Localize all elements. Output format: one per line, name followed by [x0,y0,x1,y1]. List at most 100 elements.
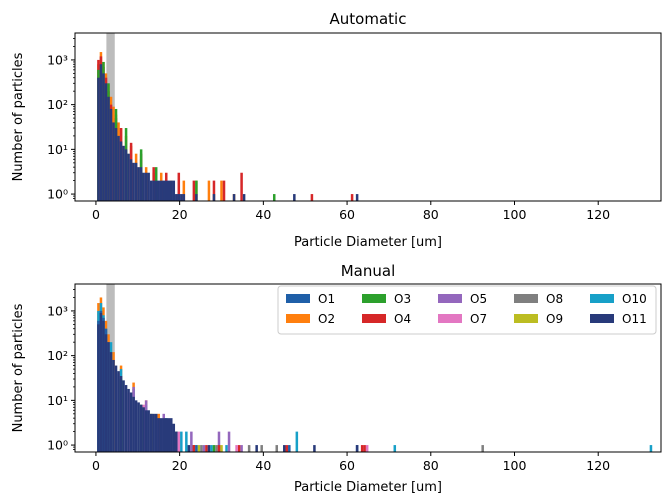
bar-o11 [134,400,138,452]
bar-o5 [202,445,206,452]
bar-o11 [172,180,176,201]
bar-o11 [177,194,181,201]
bar-o11 [149,180,153,201]
bar-o11 [182,194,186,201]
x-ticks-automatic: 0 20 40 60 80 100 120 [92,201,610,222]
bar-o4 [212,180,216,201]
bar-o11 [127,153,130,201]
legend-swatch-o10 [590,294,614,303]
bar-o11 [139,167,143,201]
bar-o11 [139,404,143,452]
bar-o11 [167,418,171,452]
bar-o11 [107,342,110,452]
bar-o3 [195,180,198,201]
bar-o7 [235,445,238,452]
bar-o3 [212,445,216,452]
y-tick-label: 10² [47,348,68,363]
y-axis-label-manual: Number of particles [11,303,26,432]
bar-o1 [288,445,291,452]
bar-o11 [147,410,150,452]
bar-o11 [129,392,133,452]
bar-o11 [242,194,246,201]
legend-label-o4: O4 [394,312,411,326]
bar-o8 [215,445,218,452]
bar-o4 [217,445,221,452]
y-tick-label: 10¹ [47,142,68,157]
bar-o8 [275,445,279,452]
bar-o11 [162,418,165,452]
legend-swatch-o9 [514,314,538,323]
x-tick-label: 120 [586,458,610,473]
bar-o11 [159,180,163,201]
bar-o11 [102,73,105,201]
legend-label-o8: O8 [546,292,563,306]
legend-swatch-o4 [362,314,386,323]
y-tick-label: 10⁰ [47,438,68,453]
x-tick-label: 100 [503,207,527,222]
bar-o4 [240,172,243,201]
bar-o11 [132,396,135,452]
bar-o11 [119,141,123,201]
subplot-automatic: Automatic 0 20 40 60 80 100 120 10⁰ 10¹ 10² 10³ P… [11,10,662,250]
bar-o11 [152,413,155,452]
bar-o4 [310,194,314,201]
bar-o11 [157,418,160,452]
axes-frame-manual [74,283,662,453]
bar-o11 [157,180,160,201]
bar-o4 [350,194,354,201]
bar-o11 [170,180,173,201]
bar-o11 [255,445,258,452]
legend-label-o2: O2 [318,312,335,326]
bar-o11 [124,149,128,201]
bar-o11 [152,180,155,201]
axes-frame-automatic [74,32,662,202]
bar-o11 [134,162,138,201]
bar-o9 [220,445,223,452]
bar-o4 [285,445,289,452]
bar-o11 [119,376,123,452]
bar-o4 [192,445,196,452]
bar-o11 [114,365,118,452]
bar-o10 [295,431,299,452]
legend-swatch-o1 [286,294,310,303]
x-tick-label: 40 [255,458,271,473]
bar-o11 [180,194,183,201]
bar-o11 [164,418,168,452]
bar-o10 [649,445,653,452]
legend-label-o11: O11 [622,312,647,326]
bar-o11 [114,128,118,201]
y-ticks-manual: 10⁰ 10¹ 10² 10³ [47,289,75,453]
legend-label-o3: O3 [394,292,411,306]
bar-o8 [260,445,263,452]
bar-o11 [102,320,105,452]
bar-o5 [217,431,221,452]
bar-o11 [162,180,165,201]
legend-swatch-o8 [514,294,538,303]
bar-o11 [167,180,171,201]
bar-o4 [177,172,181,201]
chart-title-manual: Manual [341,262,396,280]
y-tick-label: 10⁰ [47,187,68,202]
bar-o4 [205,445,208,452]
bar-o7 [177,431,181,452]
bar-o10 [225,445,228,452]
bar-o11 [147,172,150,201]
x-tick-label: 0 [92,207,100,222]
bar-o11 [122,145,125,201]
bar-o11 [109,352,113,452]
x-tick-label: 120 [586,207,610,222]
bar-o11 [99,64,103,201]
bar-o8 [481,445,484,452]
bar-o10 [180,431,183,452]
bar-o1 [195,445,198,452]
bar-o11 [175,431,178,452]
legend-swatch-o7 [438,314,462,323]
bar-o11 [109,108,113,201]
bar-o11 [104,83,108,201]
bar-o4 [360,445,364,452]
x-tick-label: 100 [503,458,527,473]
bars-manual [97,284,653,452]
bar-o11 [144,172,148,201]
bar-o11 [122,380,125,452]
bar-o11 [355,194,359,201]
